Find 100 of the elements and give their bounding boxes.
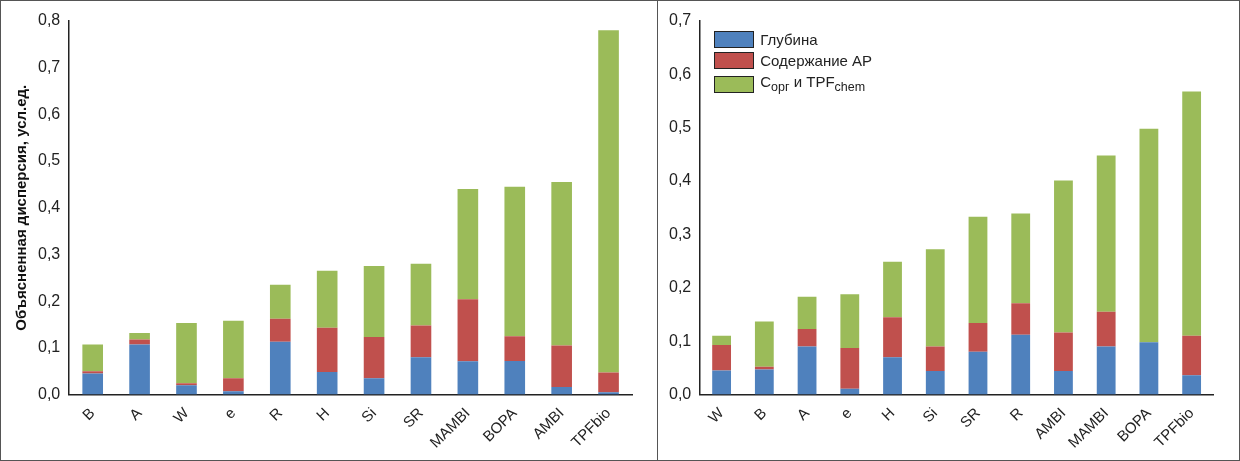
x-tick-label: Si [918,403,941,426]
y-tick-label: 0,3 [37,244,61,262]
legend-label: Содержание АР [760,51,873,71]
bar [457,189,479,300]
bar [457,361,479,395]
x-tick-label: H [312,403,333,424]
bar [551,182,572,346]
x-tick-label: e [220,403,239,422]
x-tick-label: Si [357,403,380,426]
bar [968,351,988,395]
bar [82,344,104,372]
bar [410,325,432,358]
bar [316,327,338,373]
bar [712,335,732,345]
x-tick-label: SR [399,403,427,431]
y-tick-label: 0,5 [37,151,61,169]
x-tick-label: W [704,403,728,426]
bar [316,270,338,328]
bar [1011,334,1031,395]
bar [223,320,244,379]
bar [797,328,817,347]
bar [754,369,774,395]
x-tick-label: R [265,403,286,424]
bar [176,323,197,384]
y-tick-label: 0,1 [37,338,61,356]
y-tick-label: 0,8 [37,11,61,29]
bar [1054,332,1073,372]
bar [457,299,479,362]
x-tick-label: SR [956,403,984,431]
bar [1096,155,1116,312]
bar [269,341,291,395]
bar [363,378,385,395]
bar [316,372,338,395]
bar [410,357,432,395]
x-tick-label: R [1006,403,1026,424]
bar [176,385,197,395]
y-tick-label: 0,4 [668,171,692,189]
x-tick-label: A [125,403,145,423]
bar [504,336,526,361]
bar [883,261,902,318]
bar [1139,128,1159,343]
y-tick-label: 0,4 [37,198,61,216]
bar [1011,303,1031,335]
y-tick-label: 0,7 [668,11,692,29]
y-tick-label: 0,6 [37,104,61,122]
y-tick-label: 0,2 [668,278,692,296]
y-tick-label: 0,5 [668,118,692,136]
bar [754,321,774,367]
x-tick-label: e [836,403,855,422]
bar [883,317,902,358]
bar [797,346,817,395]
bar [223,391,244,395]
bar [883,357,902,395]
bar [925,371,945,395]
bar [968,216,988,324]
x-tick-label: W [169,403,193,426]
bar [1182,375,1202,395]
bar [1054,180,1073,333]
bar [363,266,385,338]
bar [504,360,526,395]
bar [551,345,572,388]
bar [129,332,150,340]
bar [129,339,150,345]
bar [269,284,291,319]
bar [1182,91,1202,336]
y-tick-label: 0,6 [668,64,692,82]
bar [712,370,732,395]
x-tick-label: B [78,403,98,423]
bar [712,344,732,371]
bar [223,378,244,392]
x-tick-label: B [750,403,770,423]
bar [1011,213,1031,304]
bar [551,387,572,395]
y-tick-label: 0,3 [668,224,692,242]
legend-label: Глубина [760,30,818,50]
y-tick-label: 0,0 [37,384,61,402]
y-tick-label: 0,0 [668,384,692,402]
bar [363,337,385,379]
bar [925,346,945,372]
bar [1096,346,1116,395]
legend-label: C$_{орг}$ и TPF$_{chem}$ [760,72,866,96]
bar [598,372,619,393]
bar [797,296,817,329]
bar [1182,335,1202,376]
bar [1139,342,1159,395]
bar [925,249,945,347]
bar [269,318,291,342]
bar [840,348,860,389]
bar [129,344,150,395]
y-axis-title: Объясненная дисперсия, усл.ед. [12,84,30,331]
y-tick-label: 0,2 [37,291,61,309]
bar [968,323,988,352]
bar [598,30,619,373]
bar [1054,371,1073,395]
y-tick-label: 0,7 [37,58,61,76]
bar [840,294,860,349]
x-tick-label: A [793,403,813,423]
bar [1096,311,1116,347]
bar [410,263,432,326]
y-tick-label: 0,1 [668,331,692,349]
